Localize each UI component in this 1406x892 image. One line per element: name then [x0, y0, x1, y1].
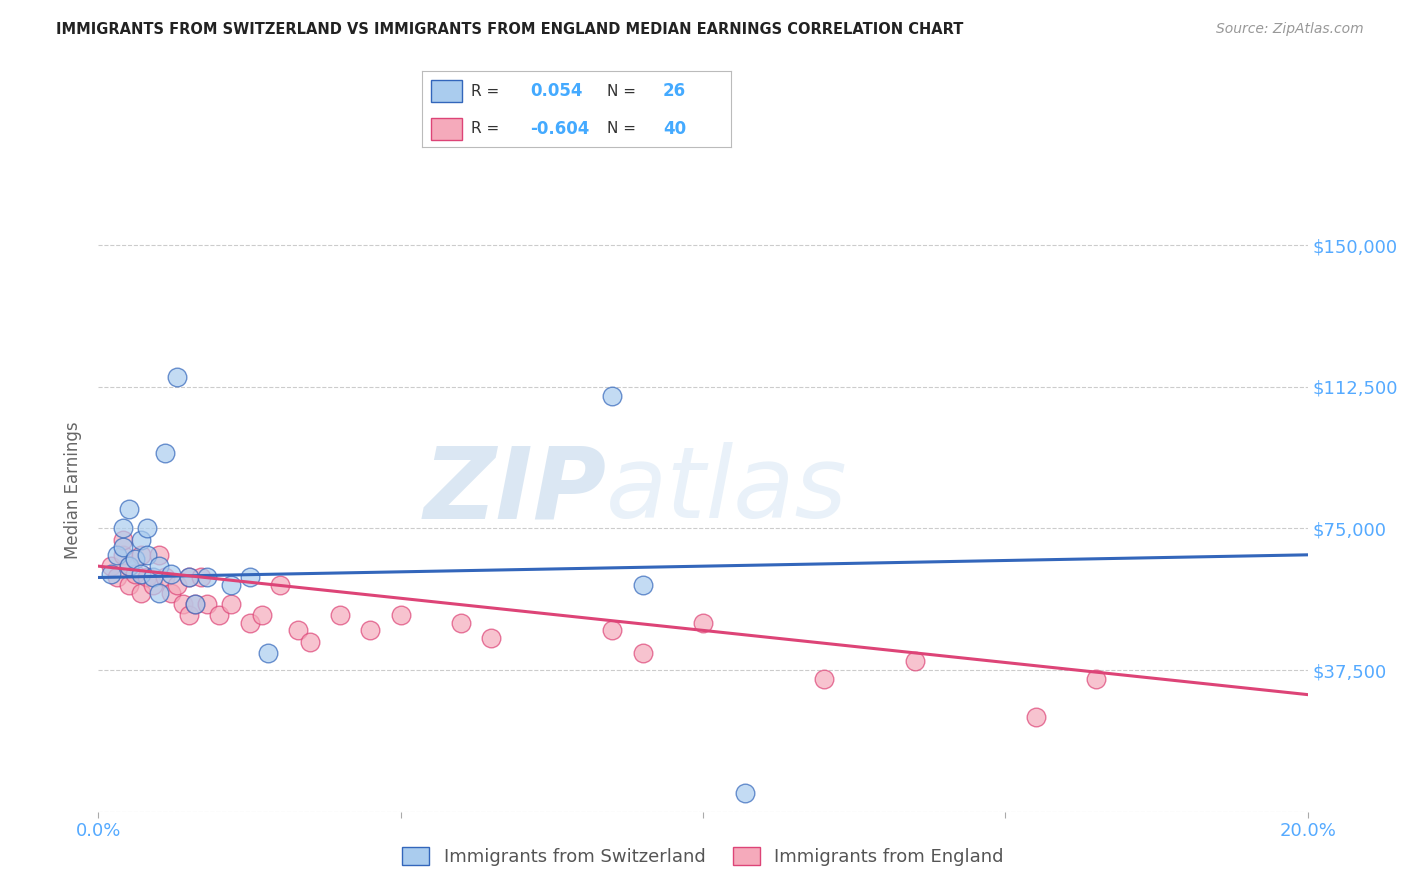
Point	[179, 570, 201, 584]
Point	[129, 533, 152, 547]
Point	[105, 548, 128, 562]
Point	[111, 521, 134, 535]
Text: IMMIGRANTS FROM SWITZERLAND VS IMMIGRANTS FROM ENGLAND MEDIAN EARNINGS CORRELATI: IMMIGRANTS FROM SWITZERLAND VS IMMIGRANT…	[56, 22, 963, 37]
Point	[208, 608, 231, 623]
Text: ZIP: ZIP	[423, 442, 606, 539]
Point	[299, 634, 322, 648]
Point	[124, 566, 146, 581]
Text: R =: R =	[471, 84, 499, 99]
Point	[195, 597, 218, 611]
Point	[256, 646, 278, 660]
Point	[135, 570, 157, 584]
Point	[360, 624, 382, 638]
Point	[118, 502, 141, 516]
Point	[166, 370, 188, 384]
Point	[166, 578, 188, 592]
Point	[602, 389, 624, 403]
Point	[329, 608, 352, 623]
Point	[239, 615, 262, 630]
Legend: Immigrants from Switzerland, Immigrants from England: Immigrants from Switzerland, Immigrants …	[395, 840, 1011, 873]
Point	[179, 608, 201, 623]
Point	[1024, 710, 1046, 724]
Point	[239, 570, 262, 584]
Bar	[432, 119, 463, 140]
Point	[100, 566, 122, 581]
Point	[450, 615, 472, 630]
Point	[142, 570, 165, 584]
Text: 26: 26	[664, 82, 686, 100]
Point	[100, 559, 122, 574]
Point	[142, 578, 165, 592]
Point	[221, 578, 243, 592]
Point	[111, 541, 134, 555]
Point	[153, 446, 176, 460]
Point	[148, 559, 170, 574]
Point	[389, 608, 412, 623]
Point	[481, 631, 503, 645]
Point	[734, 786, 756, 800]
Point	[129, 548, 152, 562]
Point	[184, 597, 207, 611]
Point	[160, 566, 183, 581]
Bar	[432, 80, 463, 102]
Text: R =: R =	[471, 121, 499, 136]
Point	[160, 585, 183, 599]
Point	[602, 624, 624, 638]
Point	[118, 578, 141, 592]
Text: 0.054: 0.054	[530, 82, 582, 100]
Point	[148, 585, 170, 599]
Text: -0.604: -0.604	[530, 120, 589, 138]
Point	[111, 533, 134, 547]
Text: N =: N =	[607, 84, 637, 99]
Point	[105, 570, 128, 584]
Point	[135, 521, 157, 535]
Point	[1085, 673, 1108, 687]
Point	[129, 585, 152, 599]
Point	[692, 615, 714, 630]
Point	[195, 570, 218, 584]
Point	[129, 566, 152, 581]
Point	[124, 551, 146, 566]
Text: atlas: atlas	[606, 442, 848, 539]
Point	[111, 548, 134, 562]
Point	[221, 597, 243, 611]
Point	[904, 654, 927, 668]
Point	[631, 578, 654, 592]
Point	[148, 548, 170, 562]
Point	[813, 673, 835, 687]
Point	[184, 597, 207, 611]
Point	[269, 578, 291, 592]
Point	[153, 570, 176, 584]
Point	[190, 570, 212, 584]
Text: N =: N =	[607, 121, 637, 136]
Point	[118, 559, 141, 574]
Y-axis label: Median Earnings: Median Earnings	[65, 422, 83, 559]
Point	[172, 597, 194, 611]
Point	[118, 559, 141, 574]
Point	[135, 548, 157, 562]
Point	[179, 570, 201, 584]
Point	[631, 646, 654, 660]
Point	[287, 624, 309, 638]
Text: 40: 40	[664, 120, 686, 138]
Text: Source: ZipAtlas.com: Source: ZipAtlas.com	[1216, 22, 1364, 37]
Point	[250, 608, 273, 623]
